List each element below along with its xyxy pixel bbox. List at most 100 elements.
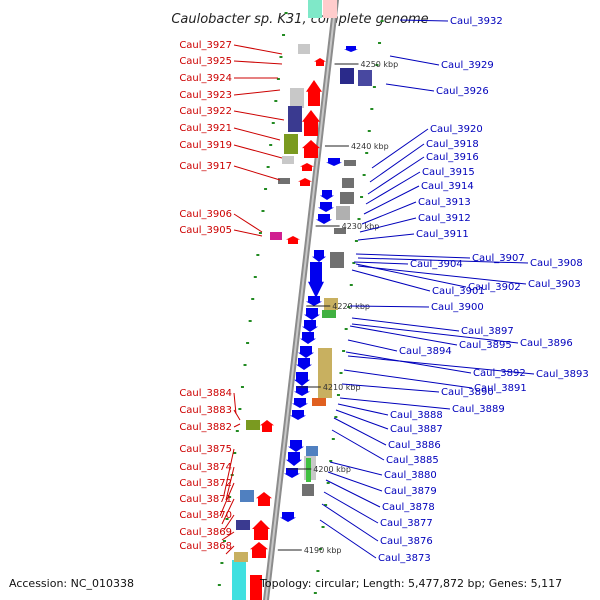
reverse-gene-arrow xyxy=(290,410,306,420)
right-gene-label: Caul_3889 xyxy=(452,404,505,415)
gene-features xyxy=(234,44,372,562)
gene-block xyxy=(236,520,250,530)
right-gene-label: Caul_3916 xyxy=(426,152,479,163)
left-gene-label: Caul_3921 xyxy=(179,123,232,134)
right-gene-label: Caul_3893 xyxy=(536,369,589,380)
strand-tick xyxy=(362,174,366,176)
strand-tick xyxy=(349,284,353,286)
left-leader-line xyxy=(225,466,235,501)
right-gene-label: Caul_3880 xyxy=(384,470,437,481)
left-leader-line xyxy=(233,229,263,237)
reverse-gene-arrow xyxy=(298,346,314,358)
strand-tick xyxy=(370,108,374,110)
left-gene-label: Caul_3906 xyxy=(179,209,232,220)
left-leader-line xyxy=(221,531,235,541)
right-leader-line xyxy=(333,417,387,446)
right-gene-label: Caul_3887 xyxy=(390,424,443,435)
right-leader-line xyxy=(341,383,440,393)
strand-tick xyxy=(266,166,270,168)
right-gene-label: Caul_3901 xyxy=(432,286,485,297)
gene-block xyxy=(282,156,294,164)
right-leader-line xyxy=(323,491,379,524)
reverse-gene-arrow xyxy=(294,386,310,396)
left-gene-label: Caul_3875 xyxy=(179,444,232,455)
left-gene-label: Caul_3874 xyxy=(179,462,232,473)
right-gene-label: Caul_3907 xyxy=(472,253,525,264)
gene-block xyxy=(278,178,290,184)
reverse-gene-arrow xyxy=(306,296,322,306)
left-leader-line xyxy=(233,89,281,96)
reverse-gene-arrow xyxy=(304,308,320,320)
strand-tick xyxy=(336,394,340,396)
gene-block xyxy=(323,0,337,18)
gene-block xyxy=(298,44,310,54)
right-gene-label: Caul_3891 xyxy=(474,383,527,394)
right-leader-line xyxy=(349,325,458,346)
left-leader-line xyxy=(233,165,281,181)
left-gene-label: Caul_3927 xyxy=(179,40,232,51)
right-leader-line xyxy=(369,143,425,183)
strand-tick xyxy=(284,12,288,14)
gene-block xyxy=(334,228,346,234)
forward-gene-arrow xyxy=(314,58,326,66)
strand-tick xyxy=(357,218,361,220)
gene-block xyxy=(306,458,311,482)
genome-axis-highlight xyxy=(265,0,337,600)
right-leader-line xyxy=(327,471,383,492)
right-gene-label: Caul_3876 xyxy=(380,536,433,547)
right-leader-line xyxy=(367,156,425,195)
gene-block xyxy=(232,560,246,600)
right-leader-line xyxy=(335,409,389,430)
strand-tick xyxy=(321,526,325,528)
strand-tick xyxy=(225,518,229,520)
right-gene-label: Caul_3897 xyxy=(461,326,514,337)
right-leader-line xyxy=(353,261,409,265)
right-gene-label: Caul_3915 xyxy=(422,167,475,178)
left-leader-line xyxy=(225,545,235,555)
right-gene-label: Caul_3878 xyxy=(382,502,435,513)
gene-block xyxy=(288,106,302,132)
strand-tick xyxy=(235,430,239,432)
right-leader-line xyxy=(361,201,417,225)
strand-tick xyxy=(375,64,379,66)
strand-tick xyxy=(372,86,376,88)
left-leader-line xyxy=(223,514,235,531)
reverse-gene-arrow xyxy=(292,398,308,408)
right-leader-line xyxy=(345,351,472,374)
gene-block xyxy=(336,206,350,220)
left-leader-line xyxy=(223,448,235,496)
strand-tick xyxy=(264,188,268,190)
strand-tick xyxy=(339,372,343,374)
left-leader-line xyxy=(219,482,235,517)
strand-tick xyxy=(228,496,232,498)
kbp-label: 4190 kbp xyxy=(304,546,342,555)
right-gene-label: Caul_3911 xyxy=(416,229,469,240)
gene-block xyxy=(344,160,356,166)
forward-gene-arrow xyxy=(286,236,300,244)
forward-gene-arrow xyxy=(250,542,268,558)
right-gene-label: Caul_3890 xyxy=(441,387,494,398)
right-gene-label: Caul_3932 xyxy=(450,16,503,27)
strand-tick xyxy=(271,122,275,124)
right-leader-line xyxy=(399,19,449,22)
reverse-gene-arrow xyxy=(326,158,342,166)
strand-tick xyxy=(222,540,226,542)
left-leader-line xyxy=(233,409,241,421)
kbp-label: 4240 kbp xyxy=(351,142,389,151)
strand-tick xyxy=(240,386,244,388)
strand-tick xyxy=(378,42,382,44)
right-gene-label: Caul_3896 xyxy=(520,338,573,349)
strand-tick xyxy=(354,240,358,242)
forward-gene-arrow xyxy=(298,178,312,186)
forward-gene-arrow xyxy=(302,110,320,136)
gene-block xyxy=(284,134,298,154)
left-gene-label: Caul_3869 xyxy=(179,527,232,538)
right-gene-label: Caul_3888 xyxy=(390,410,443,421)
right-gene-label: Caul_3885 xyxy=(386,455,439,466)
left-leader-line xyxy=(221,498,235,525)
kbp-label: 4250 kbp xyxy=(361,60,399,69)
strand-tick xyxy=(352,262,356,264)
strand-tick xyxy=(344,328,348,330)
